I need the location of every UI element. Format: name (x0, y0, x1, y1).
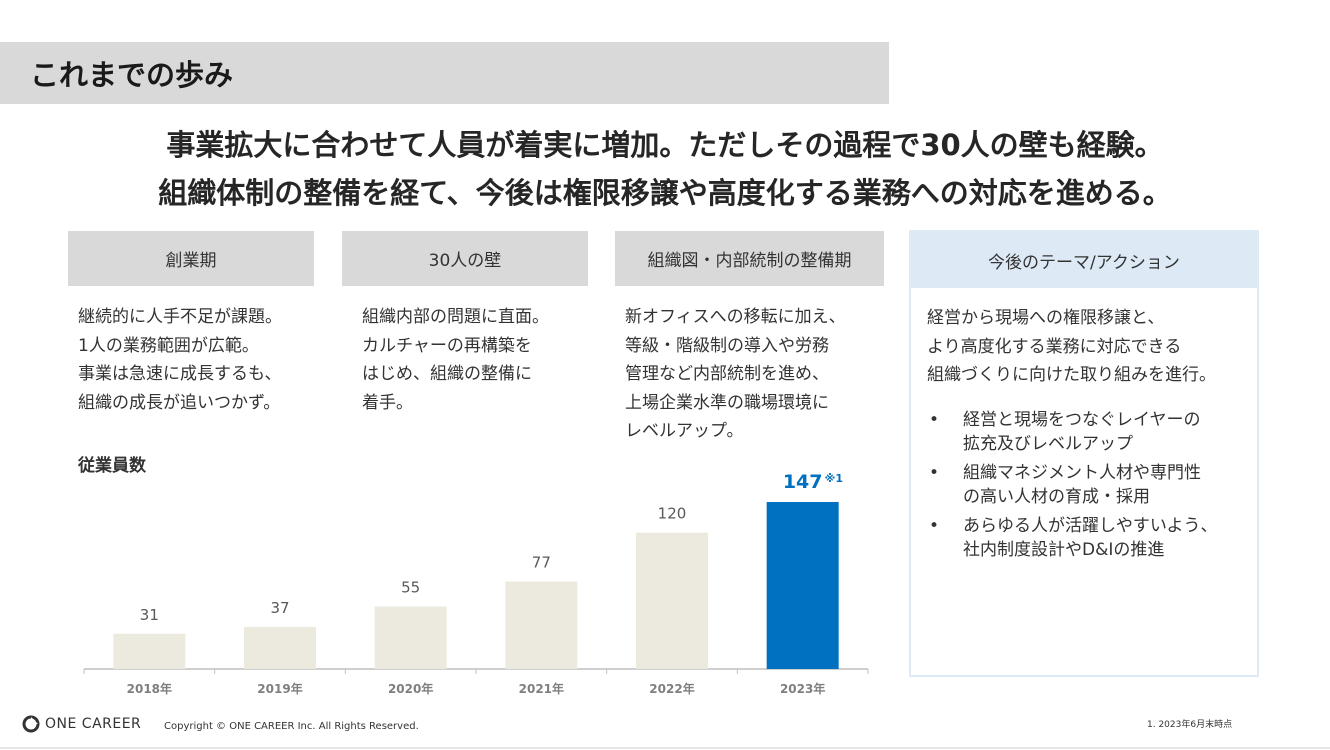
future-theme-lead: 経営から現場への権限移譲と、 より高度化する業務に対応できる 組織づくりに向けた… (927, 304, 1216, 390)
data-label-2018年: 31 (140, 606, 159, 624)
bar-2022年 (636, 532, 708, 669)
phase-description-org-development: 新オフィスへの移転に加え、 等級・階級制の導入や労務 管理など内部統制を進め、 … (625, 303, 846, 446)
description-line: 1人の業務範囲が広範。 (78, 335, 259, 356)
phase-header-founding: 創業期 (68, 231, 314, 286)
bottom-divider (0, 747, 1330, 749)
action-item: • あらゆる人が活躍しやすいよう、 社内制度設計やD&Iの推進 (927, 514, 1257, 562)
description-line: カルチャーの再構築を (362, 335, 532, 356)
data-label-2022年: 120 (658, 505, 687, 523)
description-line: 着手。 (362, 392, 413, 413)
action-item-line: 組織マネジメント人材や専門性 (963, 463, 1201, 483)
action-item: • 組織マネジメント人材や専門性 の高い人材の育成・採用 (927, 461, 1257, 509)
x-tick-label-2020年: 2020年 (388, 681, 433, 696)
future-theme-header: 今後のテーマ/アクション (911, 232, 1257, 288)
x-tick-label-2018年: 2018年 (127, 681, 172, 696)
one-career-logo-icon (22, 715, 40, 733)
headline-line-2: 組織体制の整備を経て、今後は権限移譲や高度化する業務への対応を進める。 (158, 176, 1172, 210)
phase-description-30-wall: 組織内部の問題に直面。 カルチャーの再構築を はじめ、組織の整備に 着手。 (362, 303, 549, 417)
title-bar: これまでの歩み (0, 42, 889, 104)
footnote-marker: ※1 (825, 472, 843, 485)
x-tick-label-2023年: 2023年 (780, 681, 825, 696)
description-line: 等級・階級制の導入や労務 (625, 335, 829, 356)
lead-line: 組織づくりに向けた取り組みを進行。 (927, 365, 1216, 385)
copyright: Copyright © ONE CAREER Inc. All Rights R… (164, 721, 419, 732)
bar-2021年 (505, 581, 578, 669)
page-title: これまでの歩み (30, 58, 234, 92)
bullet-icon: • (929, 463, 940, 483)
x-tick-label-2021年: 2021年 (519, 681, 564, 696)
description-line: 事業は急速に成長するも、 (78, 364, 282, 384)
phase-header-30-wall: 30人の壁 (342, 231, 588, 286)
data-label-2020年: 55 (401, 579, 420, 597)
footnote: 1. 2023年6月末時点 (1147, 720, 1233, 730)
description-line: はじめ、組織の整備に (362, 364, 532, 384)
action-item-line: の高い人材の育成・採用 (963, 487, 1150, 507)
footer-logo: ONE CAREER (22, 715, 141, 733)
description-line: 管理など内部統制を進め、 (625, 364, 829, 384)
action-item-line: あらゆる人が活躍しやすいよう、 (963, 516, 1218, 536)
bar-2023年 (766, 502, 839, 669)
data-label-2019年: 37 (270, 599, 289, 617)
chart-title: 従業員数 (78, 456, 146, 476)
description-line: 新オフィスへの移転に加え、 (625, 307, 846, 327)
bullet-icon: • (929, 410, 940, 430)
bullet-icon: • (929, 516, 940, 536)
description-line: 組織内部の問題に直面。 (362, 307, 549, 327)
description-line: レベルアップ。 (625, 421, 744, 441)
action-item-line: 拡充及びレベルアップ (963, 434, 1133, 454)
bar-2018年 (113, 633, 186, 669)
bar-2019年 (244, 626, 316, 669)
lead-line: 経営から現場への権限移譲と、 (927, 308, 1165, 328)
description-line: 組織の成長が追いつかず。 (78, 392, 281, 413)
action-item-line: 社内制度設計やD&Iの推進 (963, 540, 1165, 560)
phase-description-founding: 継続的に人手不足が課題。 1人の業務範囲が広範。 事業は急速に成長するも、 組織… (78, 303, 282, 417)
logo-text: ONE CAREER (45, 716, 142, 732)
description-line: 上場企業水準の職場環境に (625, 392, 829, 413)
action-item: • 経営と現場をつなぐレイヤーの 拡充及びレベルアップ (927, 408, 1257, 456)
x-tick-label-2019年: 2019年 (257, 681, 302, 696)
x-tick-label-2022年: 2022年 (649, 681, 694, 696)
bar-2020年 (374, 606, 447, 669)
future-theme-panel: 今後のテーマ/アクション 経営から現場への権限移譲と、 より高度化する業務に対応… (909, 230, 1259, 677)
headline-line-1: 事業拡大に合わせて人員が着実に増加。ただしその過程で30人の壁も経験。 (166, 128, 1164, 162)
employee-count-chart: 31 2018年 37 2019年 55 2020年 77 2021年 120 2022年 147 ※… (83, 471, 869, 696)
lead-line: より高度化する業務に対応できる (927, 336, 1182, 357)
data-label-2021年: 77 (532, 554, 551, 572)
data-label-2023年: 147 (783, 471, 823, 493)
future-action-list: • 経営と現場をつなぐレイヤーの 拡充及びレベルアップ • 組織マネジメント人材… (927, 408, 1257, 567)
description-line: 継続的に人手不足が課題。 (78, 307, 282, 327)
phase-header-org-development: 組織図・内部統制の整備期 (615, 231, 884, 286)
action-item-line: 経営と現場をつなぐレイヤーの (963, 410, 1201, 430)
